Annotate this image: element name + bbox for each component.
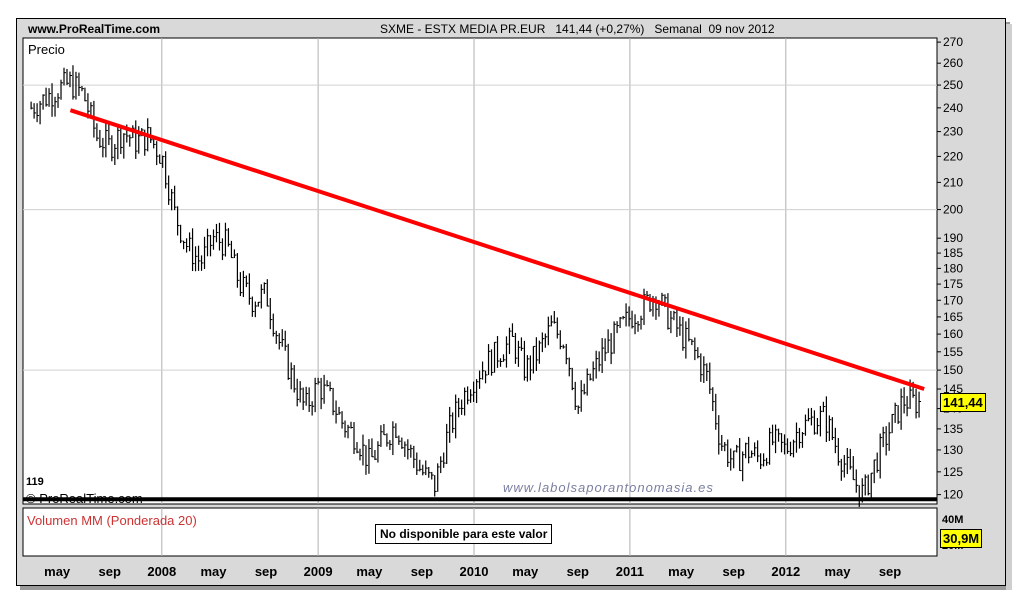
- x-tick-label: sep: [98, 564, 120, 579]
- x-axis-ticks: may sep 2008 may sep 2009 may sep 2010 may sep 2011…: [44, 564, 901, 579]
- volume-axis-label: 40M: [942, 514, 963, 526]
- x-tick-label: may: [668, 564, 695, 579]
- volume-title: Volumen MM (Ponderada 20): [27, 513, 197, 528]
- y-tick-label: 170: [943, 293, 963, 307]
- x-tick-label: sep: [722, 564, 744, 579]
- frame-shadow: [1006, 24, 1012, 590]
- y-tick-label: 210: [943, 175, 963, 189]
- price-label: Precio: [28, 42, 65, 57]
- x-tick-label: may: [512, 564, 539, 579]
- x-tick-label: sep: [255, 564, 277, 579]
- price-bars: [30, 65, 922, 507]
- instrument-header: SXME - ESTX MEDIA PR.EUR 141,44 (+0,27%)…: [380, 22, 775, 36]
- x-tick-label: 2008: [147, 564, 176, 579]
- y-tick-label: 145: [943, 382, 963, 396]
- y-tick-label: 175: [943, 277, 963, 291]
- x-tick-label: sep: [879, 564, 901, 579]
- y-tick-label: 200: [943, 203, 963, 217]
- y-tick-label: 135: [943, 422, 963, 436]
- horizontal-gridlines: [23, 84, 937, 371]
- x-tick-label: 2011: [616, 564, 644, 579]
- price-panel: [22, 37, 938, 505]
- x-tick-label: 2009: [304, 564, 333, 579]
- y-tick-label: 220: [943, 149, 963, 163]
- volume-notice: No disponible para este valor: [375, 524, 553, 544]
- y-tick-label: 250: [943, 78, 963, 92]
- y-tick-label: 130: [943, 443, 963, 457]
- site-link[interactable]: www.ProRealTime.com: [28, 22, 161, 36]
- y-tick-label: 120: [943, 488, 963, 502]
- x-tick-label: 2010: [460, 564, 489, 579]
- y-tick-label: 155: [943, 345, 963, 359]
- support-level-label: 119: [26, 476, 44, 488]
- y-tick-label: 165: [943, 310, 963, 324]
- copyright: © ProRealTime.com: [26, 491, 143, 506]
- vertical-gridlines: [161, 38, 787, 556]
- y-tick-label: 190: [943, 231, 963, 245]
- y-tick-label: 150: [943, 363, 963, 377]
- y-tick-label: 230: [943, 125, 963, 139]
- last-value-badge: 141,44: [940, 392, 986, 412]
- volume-badge: 30,9M: [940, 529, 983, 548]
- y-tick-label: 125: [943, 465, 963, 479]
- x-tick-label: sep: [411, 564, 433, 579]
- x-tick-label: may: [200, 564, 227, 579]
- x-tick-label: may: [824, 564, 851, 579]
- y-tick-label: 160: [943, 327, 963, 341]
- x-tick-label: may: [356, 564, 383, 579]
- y-tick-label: 240: [943, 101, 963, 115]
- x-tick-label: 2012: [771, 564, 800, 579]
- y-tick-label: 185: [943, 246, 963, 260]
- y-axis-ticks: 1201251301351401451501551601651701751801…: [937, 35, 963, 502]
- y-tick-label: 270: [943, 35, 963, 49]
- watermark: www.labolsaporantonomasia.es: [503, 480, 714, 495]
- x-tick-label: sep: [567, 564, 589, 579]
- y-tick-label: 180: [943, 261, 963, 275]
- trendline: [69, 108, 925, 391]
- x-tick-label: may: [44, 564, 71, 579]
- y-tick-label: 260: [943, 56, 963, 70]
